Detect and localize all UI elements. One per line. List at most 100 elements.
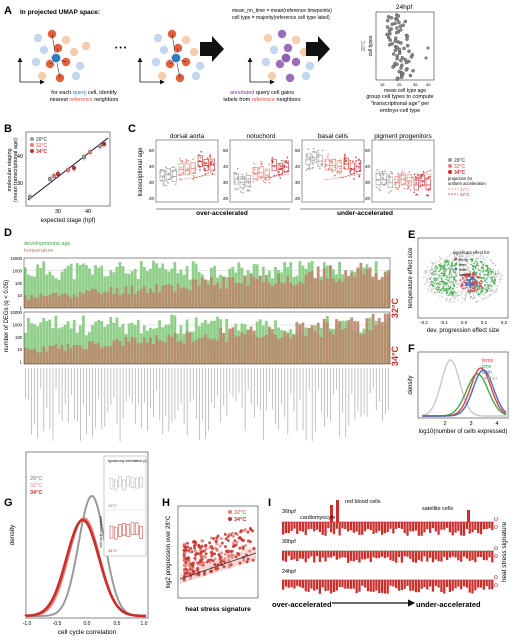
i-bar — [375, 580, 378, 591]
deg-bar-dev — [97, 267, 101, 308]
c-point — [280, 167, 283, 170]
c-point — [273, 174, 276, 177]
c-point — [242, 183, 245, 186]
panel-g: G 28°C 32°C 34°C synchrony correlation (… — [4, 451, 149, 636]
cell-type-point — [394, 36, 398, 41]
deg-bar-temp — [335, 319, 338, 364]
i-bar — [380, 522, 384, 535]
c-point — [203, 162, 206, 164]
i-bar — [420, 551, 423, 562]
c-point — [400, 173, 403, 176]
c-point — [252, 180, 255, 183]
deg-bar-temp — [234, 336, 238, 364]
e-gene-point — [492, 268, 495, 271]
c-ytick: 20 — [223, 196, 229, 201]
e-gene-point — [476, 260, 479, 263]
c-point — [211, 160, 214, 163]
g-density-curve — [26, 494, 146, 617]
deg-bar-temp — [225, 341, 229, 364]
deg-bar-temp — [203, 280, 207, 308]
b-legend-32: 32°C — [36, 143, 48, 149]
deg-bar-temp — [72, 345, 76, 364]
c-point — [343, 158, 346, 161]
e-gene-point — [456, 286, 458, 289]
e-gene-point — [490, 259, 493, 262]
e-gene-point — [476, 280, 478, 282]
h-point — [188, 571, 192, 575]
deg-bar-temp — [246, 285, 250, 308]
i-bar — [482, 522, 485, 530]
deg-bar-temp — [185, 331, 189, 364]
deg-bar-temp — [277, 273, 280, 308]
i-bar — [443, 522, 446, 530]
e-gene-point — [464, 294, 467, 296]
deg-bar-temp — [88, 290, 91, 308]
deg-bar-temp — [182, 286, 186, 308]
umap-cell-dot — [283, 43, 293, 53]
deg-bar-dev — [72, 320, 76, 364]
e-gene-point — [451, 263, 453, 265]
c-point — [429, 175, 432, 178]
cell-type-point — [405, 37, 409, 41]
c-point — [353, 168, 355, 171]
e-gene-point — [487, 274, 489, 277]
c-point — [358, 163, 361, 165]
e-gene-point — [479, 291, 482, 294]
c-point — [398, 174, 401, 177]
c-point — [375, 172, 378, 175]
e-gene-point — [486, 277, 489, 279]
e-gene-point — [475, 273, 477, 275]
cell-type-point — [390, 22, 395, 27]
h-point — [193, 549, 197, 553]
deg-bar-temp — [386, 313, 390, 364]
e-gene-point — [495, 276, 498, 278]
e-gene-point — [465, 279, 468, 282]
c-point — [163, 184, 166, 187]
e-gene-point — [453, 300, 455, 303]
h-point — [248, 540, 252, 544]
e-gene-point — [439, 283, 441, 286]
e-gene-point — [457, 290, 460, 293]
i-bar — [454, 580, 457, 589]
c-point — [358, 175, 361, 178]
c-point — [409, 189, 412, 192]
inset-box-28 — [134, 477, 139, 489]
cell-type-point — [395, 26, 399, 30]
e-gene-point — [472, 267, 474, 270]
deg-bar-dev — [36, 264, 40, 308]
umap-cell-dot — [159, 45, 169, 55]
deg-bar-temp — [133, 294, 137, 308]
h-point — [227, 565, 231, 569]
e-gene-point — [499, 280, 501, 283]
c-box — [305, 153, 311, 166]
i-bar — [361, 522, 364, 535]
i-bar — [296, 522, 299, 534]
i-bar — [349, 522, 353, 531]
c-box — [330, 159, 336, 171]
e-gene-point — [448, 278, 450, 280]
deg-bar-temp — [264, 274, 268, 308]
i-bar — [372, 522, 375, 534]
c-point — [334, 158, 336, 161]
e-xlabel: dev. progression effect size — [427, 328, 500, 334]
e-gene-point — [427, 287, 429, 290]
i-bar — [400, 551, 403, 563]
deg-bar-dev — [39, 268, 43, 308]
deg-bar-temp — [310, 325, 314, 364]
caption-annotated-2: labels from reference neighbors — [223, 97, 301, 103]
c-point — [390, 172, 393, 175]
deg-bar-dev — [136, 320, 140, 364]
i-bar — [304, 580, 307, 592]
i-bar — [372, 580, 375, 592]
d-bars-34 — [23, 311, 391, 365]
c-point — [178, 157, 181, 160]
i-bar — [293, 580, 296, 589]
deg-bar-temp — [149, 288, 152, 308]
i-bar — [448, 522, 452, 533]
e-gene-point — [481, 297, 483, 300]
caption-group-1: group cell types to compute — [366, 94, 433, 100]
deg-bar-temp — [277, 339, 280, 364]
e-gene-point — [441, 296, 443, 298]
c-point — [339, 167, 341, 170]
deg-bar-temp — [316, 266, 320, 308]
